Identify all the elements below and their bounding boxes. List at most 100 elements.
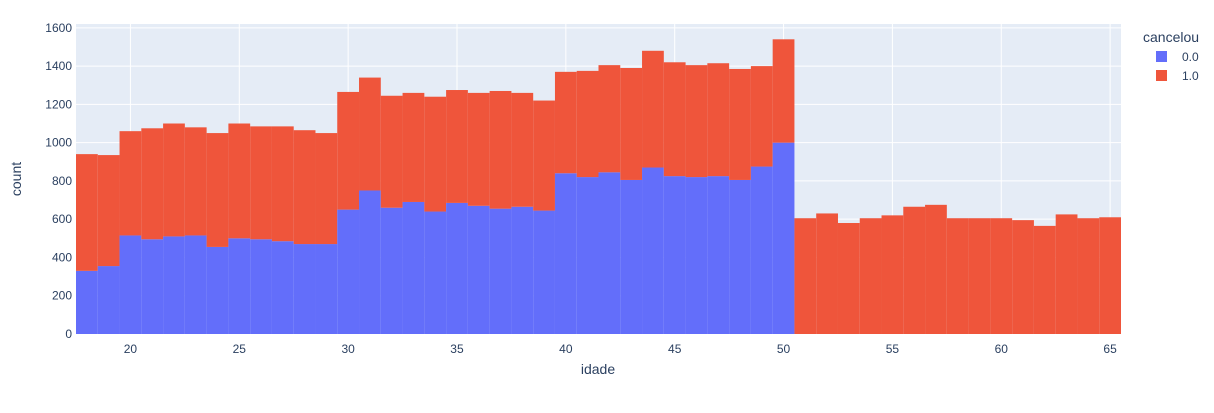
- bar-series-1[interactable]: [554, 71, 577, 174]
- bar-series-1[interactable]: [76, 154, 98, 271]
- bar-series-0[interactable]: [620, 179, 643, 334]
- bar-series-1[interactable]: [1055, 214, 1078, 334]
- bar-series-1[interactable]: [990, 218, 1013, 334]
- legend-swatch: [1156, 51, 1167, 62]
- bar-series-0[interactable]: [402, 201, 425, 334]
- bar-series-0[interactable]: [729, 179, 751, 334]
- bar-series-0[interactable]: [380, 207, 403, 334]
- bar-series-0[interactable]: [489, 208, 512, 334]
- x-tick-label: 35: [450, 342, 464, 356]
- x-tick-label: 55: [886, 342, 900, 356]
- legend-title: cancelou: [1143, 29, 1199, 45]
- bar-series-1[interactable]: [663, 62, 686, 177]
- bar-series-0[interactable]: [576, 177, 599, 334]
- x-tick-label: 50: [777, 342, 791, 356]
- bar-series-0[interactable]: [642, 167, 664, 334]
- bar-series-1[interactable]: [1033, 225, 1056, 334]
- bar-series-0[interactable]: [772, 142, 795, 334]
- bar-series-0[interactable]: [337, 209, 360, 334]
- bar-series-0[interactable]: [163, 236, 185, 334]
- bar-series-1[interactable]: [184, 127, 207, 236]
- bar-series-1[interactable]: [1099, 217, 1121, 334]
- y-tick-label: 200: [52, 289, 72, 303]
- bar-series-1[interactable]: [337, 91, 360, 210]
- x-tick-label: 20: [124, 342, 138, 356]
- bar-series-1[interactable]: [729, 68, 751, 180]
- y-tick-label: 400: [52, 250, 72, 264]
- bar-series-1[interactable]: [293, 130, 316, 245]
- bar-series-1[interactable]: [163, 123, 185, 237]
- legend-item-series-1[interactable]: 1.0: [1156, 69, 1199, 83]
- bar-series-1[interactable]: [968, 218, 991, 334]
- bar-series-1[interactable]: [642, 50, 664, 168]
- bar-series-1[interactable]: [946, 218, 969, 334]
- bar-series-1[interactable]: [750, 66, 773, 167]
- bar-series-1[interactable]: [119, 131, 142, 236]
- bar-series-0[interactable]: [76, 270, 98, 334]
- bar-series-1[interactable]: [511, 92, 534, 207]
- bar-series-0[interactable]: [250, 239, 272, 334]
- bar-series-1[interactable]: [620, 68, 643, 180]
- bar-series-1[interactable]: [467, 92, 490, 206]
- bar-series-1[interactable]: [685, 65, 708, 178]
- legend-item-series-0[interactable]: 0.0: [1156, 50, 1199, 64]
- bar-series-1[interactable]: [598, 65, 621, 173]
- bar-series-1[interactable]: [315, 133, 338, 245]
- bar-series-0[interactable]: [424, 211, 447, 334]
- bar-series-1[interactable]: [446, 90, 468, 203]
- y-tick-labels: 0 200 400 600 800 1000 1200 1400 1600: [45, 21, 72, 341]
- bar-series-1[interactable]: [837, 223, 860, 334]
- bar-series-0[interactable]: [554, 173, 577, 334]
- bar-series-0[interactable]: [359, 190, 381, 334]
- bar-series-1[interactable]: [707, 63, 730, 177]
- bar-series-0[interactable]: [707, 176, 730, 334]
- bar-series-1[interactable]: [359, 77, 381, 191]
- bar-series-0[interactable]: [97, 266, 120, 334]
- bar-series-1[interactable]: [97, 155, 120, 267]
- bar-series-0[interactable]: [663, 176, 686, 334]
- bar-series-1[interactable]: [271, 126, 294, 242]
- bar-series-1[interactable]: [380, 95, 403, 208]
- y-tick-label: 800: [52, 174, 72, 188]
- bar-series-0[interactable]: [206, 246, 229, 334]
- bar-series-0[interactable]: [293, 244, 316, 334]
- bar-series-1[interactable]: [533, 100, 555, 211]
- bar-series-1[interactable]: [925, 204, 947, 334]
- bar-series-0[interactable]: [511, 206, 534, 334]
- bar-series-0[interactable]: [228, 238, 251, 334]
- bar-series-1[interactable]: [1077, 218, 1100, 334]
- x-tick-label: 60: [995, 342, 1009, 356]
- bar-series-0[interactable]: [141, 239, 164, 334]
- bar-series-0[interactable]: [446, 202, 468, 334]
- bar-series-1[interactable]: [141, 128, 164, 240]
- bar-series-1[interactable]: [402, 92, 425, 202]
- bar-series-0[interactable]: [184, 235, 207, 334]
- x-tick-label: 45: [668, 342, 682, 356]
- bar-series-1[interactable]: [794, 218, 817, 334]
- bar-series-1[interactable]: [424, 96, 447, 212]
- bar-series-0[interactable]: [533, 210, 555, 334]
- bar-series-1[interactable]: [816, 213, 838, 334]
- bar-series-1[interactable]: [772, 39, 795, 143]
- x-axis-title: idade: [581, 361, 615, 377]
- bar-series-1[interactable]: [1012, 220, 1034, 334]
- bar-series-1[interactable]: [859, 218, 882, 334]
- bar-series-1[interactable]: [489, 90, 512, 209]
- legend[interactable]: cancelou 0.0 1.0: [1143, 29, 1199, 83]
- bar-series-1[interactable]: [206, 133, 229, 247]
- bar-series-0[interactable]: [598, 172, 621, 334]
- y-tick-label: 0: [65, 327, 72, 341]
- bar-series-1[interactable]: [576, 70, 599, 178]
- bar-series-1[interactable]: [881, 215, 904, 334]
- bar-series-0[interactable]: [467, 205, 490, 334]
- bar-series-1[interactable]: [228, 123, 251, 239]
- bar-series-1[interactable]: [250, 126, 272, 240]
- bar-series-1[interactable]: [903, 206, 926, 334]
- bar-series-0[interactable]: [685, 177, 708, 334]
- bar-series-0[interactable]: [315, 244, 338, 334]
- bar-series-0[interactable]: [119, 235, 142, 334]
- x-tick-label: 65: [1103, 342, 1117, 356]
- bar-series-0[interactable]: [750, 166, 773, 334]
- bar-series-0[interactable]: [271, 241, 294, 334]
